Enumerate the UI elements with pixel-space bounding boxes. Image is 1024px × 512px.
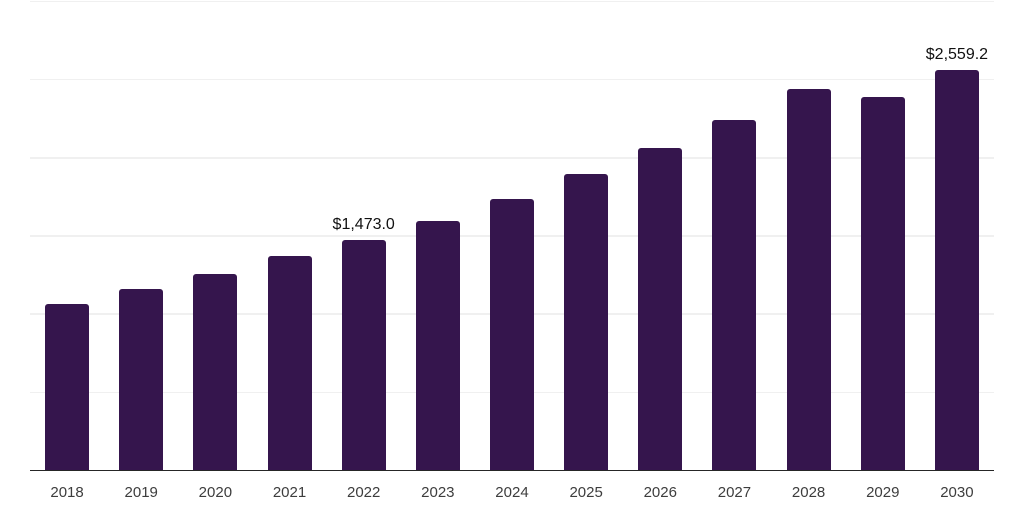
x-tick-label-2020: 2020 <box>198 484 233 501</box>
x-tick-label-2021: 2021 <box>272 484 307 501</box>
gridline <box>30 0 994 3</box>
x-tick-label-2019: 2019 <box>124 484 158 501</box>
bar-2026 <box>638 148 683 471</box>
x-tick-label-2022: 2022 <box>346 484 381 501</box>
x-axis-line <box>30 469 994 472</box>
bar-2030 <box>934 70 979 471</box>
bar-2023 <box>415 221 460 471</box>
gridline <box>30 157 994 159</box>
bar-2027 <box>712 120 757 471</box>
x-tick-label-2027: 2027 <box>717 484 752 501</box>
x-tick-label-2030: 2030 <box>940 484 974 501</box>
x-tick-label-2025: 2025 <box>569 484 603 501</box>
bar-2022 <box>341 240 386 471</box>
x-tick-label-2026: 2026 <box>643 484 677 501</box>
x-tick-label-2024: 2024 <box>495 484 529 501</box>
x-tick-label-2028: 2028 <box>791 484 826 501</box>
plot-area: 2018 2019 2020 2021 2022 2023 2024 2025 2026 2027… <box>30 0 994 512</box>
gridline <box>30 78 994 81</box>
data-label-2022: $1,473.0 <box>332 216 395 234</box>
bar-2029 <box>860 96 905 471</box>
bar-2025 <box>564 174 609 471</box>
data-label-2030: $2,559.2 <box>925 46 989 64</box>
x-tick-label-2023: 2023 <box>421 484 455 501</box>
bar-2018 <box>45 304 90 471</box>
x-tick-label-2029: 2029 <box>866 484 900 501</box>
x-tick-label-2018: 2018 <box>50 484 84 501</box>
bar-2019 <box>119 289 164 471</box>
bar-2024 <box>490 199 534 471</box>
bar-2028 <box>786 89 831 471</box>
bar-2020 <box>193 273 238 471</box>
bar-2021 <box>267 256 312 471</box>
